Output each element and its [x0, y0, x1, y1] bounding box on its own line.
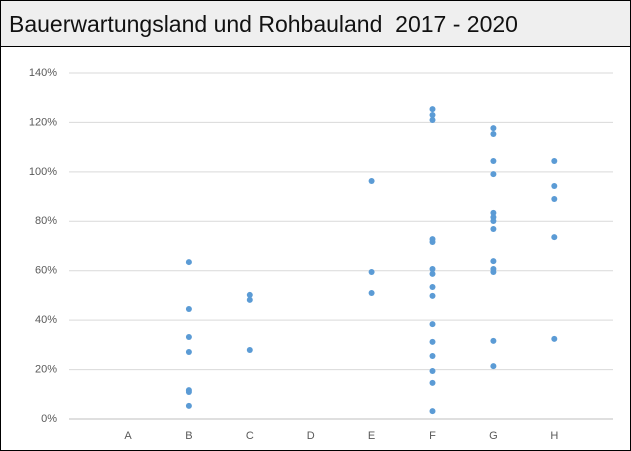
y-tick-label: 120% [29, 116, 57, 128]
data-point [185, 306, 192, 313]
data-point [429, 265, 436, 272]
data-point [429, 270, 436, 277]
data-point [185, 349, 192, 356]
chart-title: Bauerwartungsland und Rohbauland 2017 - … [1, 1, 630, 47]
y-tick-label: 20% [35, 363, 57, 375]
data-point [429, 352, 436, 359]
data-point [429, 379, 436, 386]
data-point [185, 259, 192, 266]
data-point [490, 171, 497, 178]
data-point [246, 296, 253, 303]
y-tick-label: 60% [35, 265, 57, 277]
data-point [185, 333, 192, 340]
x-tick-label: G [489, 430, 498, 442]
data-point [551, 335, 558, 342]
data-point [185, 389, 192, 396]
data-point [429, 338, 436, 345]
x-tick-label: B [185, 430, 192, 442]
x-tick-label: E [368, 430, 375, 442]
data-point [429, 112, 436, 119]
y-tick-label: 100% [29, 166, 57, 178]
data-point [490, 157, 497, 164]
x-tick-label: A [124, 430, 132, 442]
x-tick-label: D [307, 430, 315, 442]
data-point [551, 234, 558, 241]
data-point [368, 268, 375, 275]
data-point [490, 258, 497, 265]
y-tick-label: 140% [29, 67, 57, 79]
data-point [490, 225, 497, 232]
data-point [490, 131, 497, 138]
data-point [490, 125, 497, 132]
data-point [429, 368, 436, 375]
y-tick-label: 0% [41, 413, 57, 425]
data-point [429, 292, 436, 299]
y-tick-label: 40% [35, 314, 57, 326]
data-point [429, 408, 436, 415]
data-point [185, 402, 192, 409]
x-tick-label: H [550, 430, 558, 442]
data-point [490, 268, 497, 275]
data-point [429, 321, 436, 328]
data-point [368, 289, 375, 296]
data-point [551, 196, 558, 203]
data-point [551, 182, 558, 189]
x-tick-label: C [246, 430, 254, 442]
data-point [368, 178, 375, 185]
data-point [429, 239, 436, 246]
data-point [490, 209, 497, 216]
x-tick-label: F [429, 430, 436, 442]
data-point [429, 116, 436, 123]
chart: 0% 20% 40% 60% 80% 100% 120% 140% A B C D E F G H [29, 67, 613, 442]
data-point [490, 363, 497, 370]
y-tick-label: 80% [35, 215, 57, 227]
data-point [551, 157, 558, 164]
data-point [246, 347, 253, 354]
data-point [429, 284, 436, 291]
data-point [429, 106, 436, 113]
data-point [490, 337, 497, 344]
data-point [490, 218, 497, 225]
data-point [246, 291, 253, 298]
